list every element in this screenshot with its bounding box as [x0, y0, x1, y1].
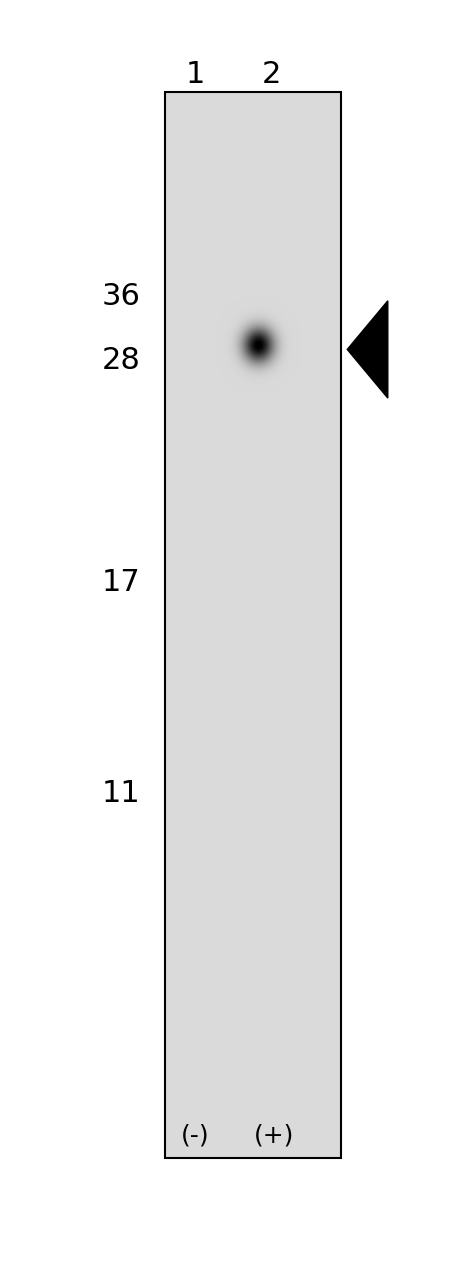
Text: (-): (-) — [181, 1124, 209, 1147]
Text: (+): (+) — [254, 1124, 294, 1147]
Text: 11: 11 — [102, 780, 140, 808]
Bar — [164, 92, 340, 1158]
Text: 1: 1 — [186, 60, 205, 88]
Polygon shape — [347, 301, 387, 398]
Text: 2: 2 — [262, 60, 281, 88]
Text: 36: 36 — [102, 283, 140, 311]
Text: 28: 28 — [102, 347, 140, 375]
Text: 17: 17 — [102, 568, 140, 596]
